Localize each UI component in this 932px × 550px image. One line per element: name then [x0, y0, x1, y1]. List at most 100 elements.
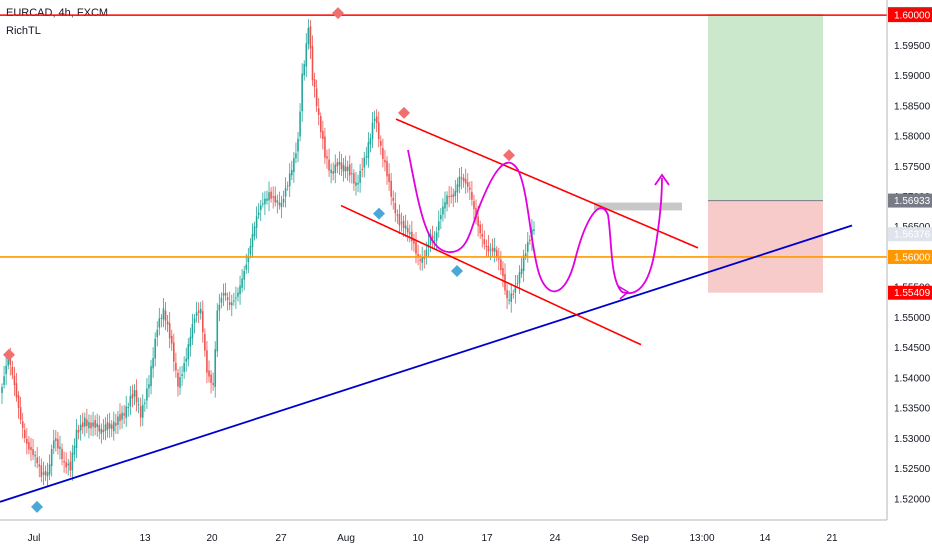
candle-body — [367, 142, 370, 159]
candle-body — [201, 311, 204, 333]
candle-body — [50, 449, 53, 467]
candle-body — [257, 212, 260, 216]
candle-body — [487, 245, 490, 252]
candle-body — [377, 122, 380, 140]
candle-body — [495, 250, 498, 257]
candle-body — [514, 285, 517, 293]
candle-body — [336, 162, 339, 167]
candle-body — [166, 321, 169, 325]
candle-body — [249, 246, 252, 255]
candle-body — [404, 225, 407, 229]
candle-body — [466, 182, 469, 187]
candle-body — [42, 472, 45, 475]
candle-body — [309, 26, 312, 49]
candle-body — [471, 191, 473, 200]
candle-body — [326, 156, 328, 159]
candle-body — [5, 365, 7, 375]
candle-body — [239, 285, 241, 295]
candle-body — [94, 420, 96, 428]
candle-body — [522, 255, 525, 272]
candle-body — [473, 201, 475, 210]
time-tick-label: 21 — [826, 533, 838, 544]
candle-body — [26, 438, 28, 444]
price-tick-label: 1.54000 — [894, 373, 931, 384]
time-tick-label: 13:00 — [689, 533, 714, 544]
candle-body — [483, 239, 486, 245]
candle-body — [230, 302, 233, 306]
candle-body — [524, 253, 527, 257]
candle-body — [185, 358, 188, 362]
price-tick-label: 1.58000 — [894, 132, 931, 143]
candle-body — [344, 166, 347, 172]
indicator-name: RichTL — [6, 25, 41, 37]
candle-body — [88, 422, 90, 429]
candle-body — [79, 424, 82, 431]
pivot-high-marker — [332, 7, 344, 20]
price-tag-label: 1.55409 — [894, 288, 931, 299]
candle-body — [69, 461, 72, 471]
candle-body — [84, 417, 86, 427]
price-tick-label: 1.54500 — [894, 343, 931, 354]
candle-body — [170, 335, 173, 344]
candle-body — [355, 182, 357, 186]
candle-body — [59, 446, 61, 449]
price-tag — [888, 249, 932, 264]
candle-body — [437, 221, 440, 231]
candle-body — [175, 362, 177, 371]
candle-body — [115, 423, 117, 426]
candle-body — [284, 187, 287, 197]
candle-body — [36, 457, 38, 464]
candle-body — [303, 64, 306, 76]
candle-body — [75, 429, 78, 448]
candle-body — [218, 304, 221, 311]
candle-body — [498, 258, 500, 260]
price-tag-label: 1.56000 — [894, 252, 931, 263]
candle-body — [458, 176, 461, 187]
candle-body — [146, 388, 148, 401]
channel-upper-line — [395, 118, 699, 249]
candle-body — [396, 214, 399, 216]
candle-body — [253, 226, 256, 237]
candle-body — [92, 422, 94, 427]
price-tick-label: 1.59000 — [894, 71, 931, 82]
candle-body — [90, 422, 92, 429]
candle-body — [520, 268, 523, 274]
price-tick-label: 1.53000 — [894, 434, 931, 445]
time-tick-label: 10 — [412, 533, 424, 544]
candle-body — [322, 131, 324, 139]
candle-body — [77, 429, 80, 433]
projection-arrowhead — [654, 173, 670, 186]
candle-body — [125, 406, 127, 418]
candle-body — [251, 233, 254, 248]
candle-body — [220, 297, 223, 303]
candle-body — [193, 318, 196, 324]
candle-body — [235, 297, 237, 299]
candle-body — [189, 336, 192, 347]
price-tag-label: 1.60000 — [894, 11, 931, 22]
candle-body — [301, 73, 303, 112]
projection-bounce-arrow — [617, 285, 630, 300]
candle-body — [150, 366, 152, 387]
candle-body — [500, 259, 502, 271]
time-tick-label: Sep — [631, 533, 649, 544]
candle-body — [164, 310, 167, 321]
candle-body — [384, 159, 386, 163]
candle-body — [63, 461, 65, 463]
price-tick-label: 1.59500 — [894, 41, 931, 52]
candle-body — [276, 200, 279, 203]
candle-body — [450, 195, 452, 197]
candle-body — [204, 334, 206, 351]
candle-body — [375, 116, 378, 123]
candle-body — [278, 202, 281, 206]
candle-body — [160, 317, 163, 319]
target-zone — [708, 13, 823, 201]
candle-body — [311, 46, 314, 81]
candle-body — [340, 162, 343, 170]
candle-body — [106, 422, 109, 430]
candle-body — [295, 153, 297, 159]
candle-body — [30, 447, 32, 451]
candle-body — [15, 383, 18, 398]
candle-body — [141, 404, 144, 418]
candle-body — [123, 413, 125, 416]
